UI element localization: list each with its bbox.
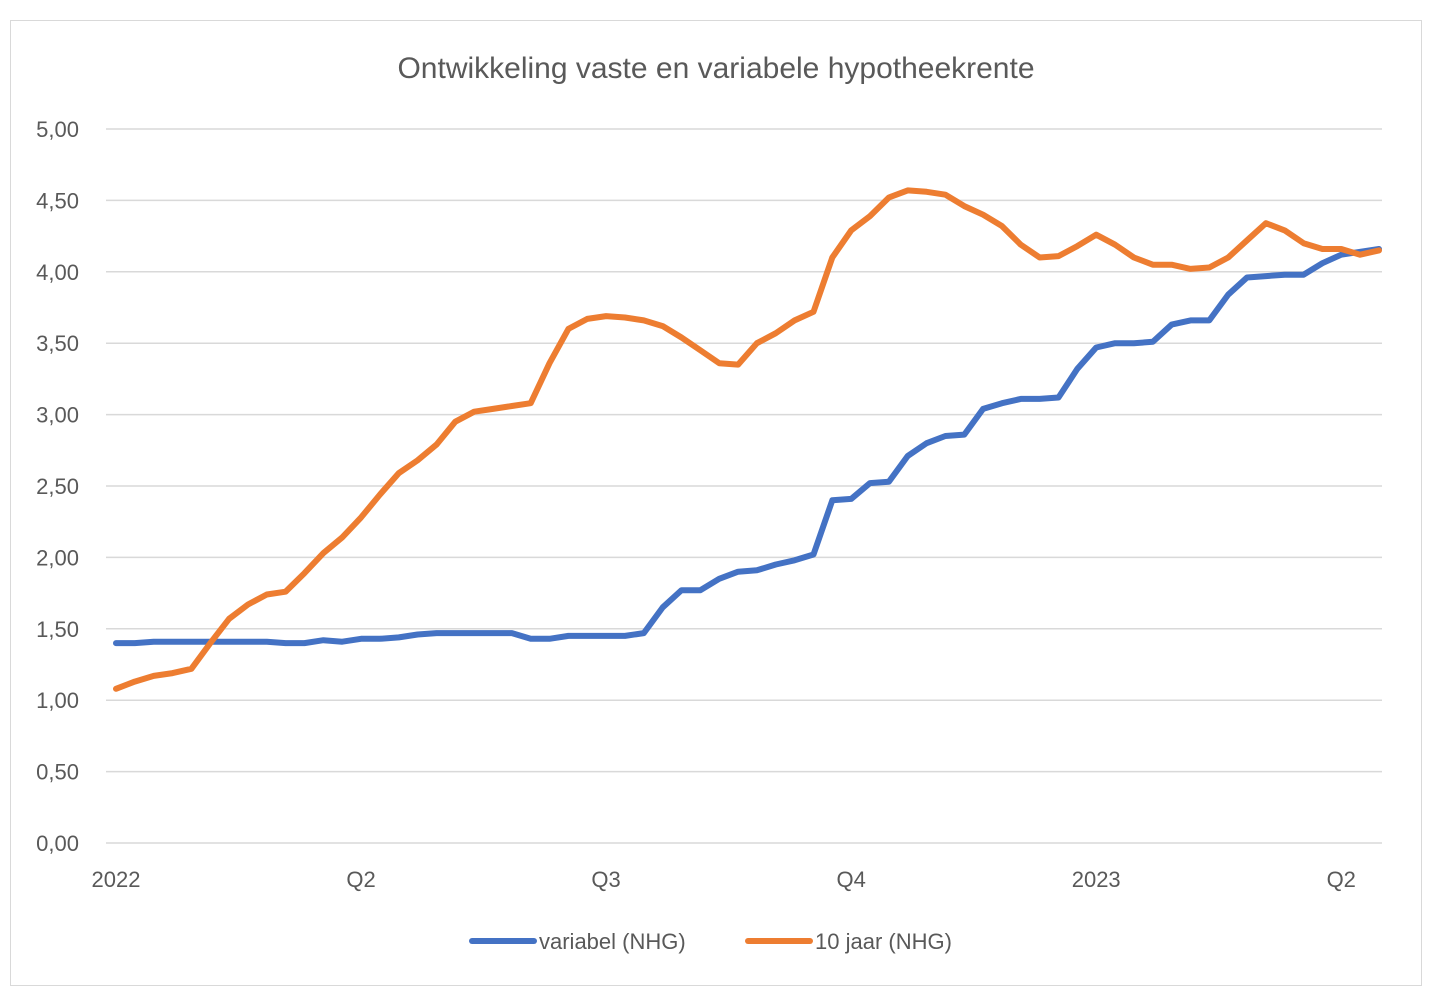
x-tick-label: 2022 [92, 867, 141, 892]
y-tick-label: 0,00 [36, 831, 79, 856]
series-line-10-jaar [113, 187, 1382, 692]
x-tick-label: Q4 [836, 867, 865, 892]
y-tick-label: 3,50 [36, 331, 79, 356]
y-axis-tick-labels: 0,00 0,50 1,00 1,50 2,00 2,50 3,00 3,50 4,00 4,50… [36, 117, 79, 856]
series-line-variabel [113, 246, 1382, 647]
legend-label-variabel: variabel (NHG) [539, 929, 686, 954]
x-axis-tick-labels: 2022 Q2 Q3 Q4 2023 Q2 [92, 867, 1356, 892]
x-tick-label: 2023 [1072, 867, 1121, 892]
y-tick-label: 0,50 [36, 760, 79, 785]
y-tick-label: 5,00 [36, 117, 79, 142]
y-tick-label: 2,50 [36, 474, 79, 499]
y-tick-label: 1,00 [36, 688, 79, 713]
y-tick-label: 3,00 [36, 403, 79, 428]
x-tick-label: Q3 [591, 867, 620, 892]
legend: variabel (NHG) 10 jaar (NHG) [469, 929, 952, 954]
chart-title: Ontwikkeling vaste en variabele hypothee… [397, 52, 1034, 85]
y-tick-label: 4,00 [36, 260, 79, 285]
y-tick-label: 1,50 [36, 617, 79, 642]
x-tick-label: Q2 [346, 867, 375, 892]
x-tick-label: Q2 [1327, 867, 1356, 892]
chart-frame [10, 20, 1422, 986]
gridlines [106, 128, 1382, 844]
y-tick-label: 2,00 [36, 545, 79, 570]
series-lines [113, 187, 1382, 692]
y-tick-label: 4,50 [36, 188, 79, 213]
legend-label-10-jaar: 10 jaar (NHG) [815, 929, 952, 954]
